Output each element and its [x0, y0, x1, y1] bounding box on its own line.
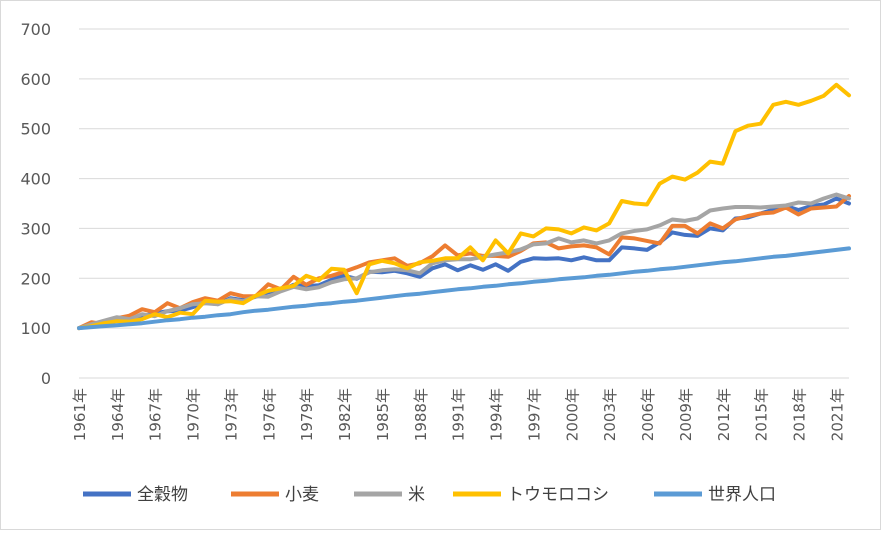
x-tick-label: 1988年: [412, 388, 430, 441]
series-line-3: [77, 82, 851, 331]
x-tick-label: 1997年: [525, 388, 543, 441]
series-line-2: [77, 192, 851, 331]
y-tick-label: 0: [41, 369, 51, 388]
x-tick-label: 2021年: [828, 388, 846, 441]
x-tick-label: 2006年: [639, 388, 657, 441]
x-tick-label: 1976年: [260, 388, 278, 441]
x-tick-label: 1979年: [298, 388, 316, 441]
x-tick-label: 1961年: [71, 388, 89, 441]
y-axis: 0 100 200 300 400 500 600 700: [20, 20, 51, 388]
x-tick-label: 2009年: [677, 388, 695, 441]
x-tick-label: 1973年: [222, 388, 240, 441]
y-tick-label: 300: [20, 219, 51, 238]
x-tick-label: 1970年: [185, 388, 203, 441]
y-tick-label: 600: [20, 70, 51, 89]
y-tick-label: 100: [20, 319, 51, 338]
x-tick-label: 2012年: [715, 388, 733, 441]
x-tick-label: 2000年: [563, 388, 581, 441]
x-tick-label: 1994年: [488, 388, 506, 441]
x-tick-label: 1967年: [147, 388, 165, 441]
x-tick-label: 2018年: [791, 388, 809, 441]
x-axis: 1961年 1964年 1967年 1970年 1973年 1976年 1979年 1982年…: [71, 377, 849, 441]
x-tick-label: 2003年: [601, 388, 619, 441]
legend: 全穀物 小麦 米 トウモロコシ 世界人口: [83, 485, 776, 505]
x-tick-label: 1985年: [374, 388, 392, 441]
y-tick-label: 200: [20, 269, 51, 288]
y-tick-label: 500: [20, 120, 51, 139]
gridlines: [79, 28, 849, 329]
legend-label: 米: [408, 485, 425, 505]
series-lines: [77, 82, 851, 331]
x-tick-label: 1964年: [109, 388, 127, 441]
x-tick-label: 1991年: [450, 388, 468, 441]
legend-label: 世界人口: [708, 485, 776, 505]
x-tick-label: 1982年: [336, 388, 354, 441]
legend-label: 全穀物: [137, 485, 188, 505]
legend-label: 小麦: [285, 485, 319, 505]
series-line-4: [77, 246, 851, 331]
x-tick-label: 2015年: [753, 388, 771, 441]
legend-label: トウモロコシ: [507, 485, 609, 505]
y-tick-label: 400: [20, 170, 51, 189]
y-tick-label: 700: [20, 20, 51, 39]
